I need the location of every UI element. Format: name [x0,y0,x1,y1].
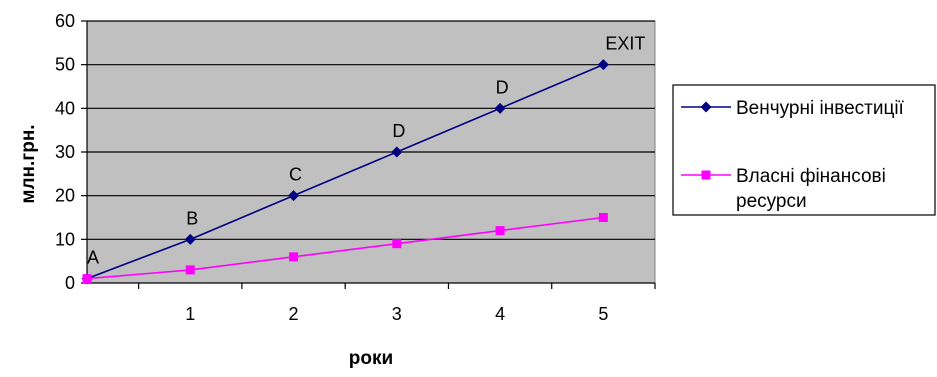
x-tick-label: 4 [495,304,505,324]
point-label: EXIT [605,34,645,54]
point-label: B [186,208,198,228]
x-tick-label: 5 [598,304,608,324]
y-tick-label: 30 [55,142,75,162]
x-tick-label: 2 [289,304,299,324]
legend: Венчурні інвестиції Власні фінансові ресур… [673,85,935,215]
x-axis-title: роки [349,348,393,369]
data-point-series-2 [392,239,401,248]
y-tick-label: 10 [55,229,75,249]
data-point-series-2 [289,252,298,261]
point-label: C [289,165,302,185]
x-tick-label: 1 [185,304,195,324]
x-tick-label: 3 [392,304,402,324]
point-label: A [87,248,99,268]
data-point-series-2 [83,274,92,283]
data-point-series-2 [186,265,195,274]
y-tick-label: 50 [55,55,75,75]
legend-label: Венчурні інвестиції [736,98,905,119]
y-tick-label: 0 [65,273,75,293]
data-point-series-2 [496,226,505,235]
y-tick-label: 40 [55,98,75,118]
y-axis-title: млн.грн. [18,124,39,203]
legend-label: Власні фінансові [736,166,886,187]
data-point-series-2 [599,213,608,222]
point-label: D [392,121,405,141]
legend-label: ресурси [736,191,807,212]
legend-marker [702,171,711,180]
point-label: D [496,77,509,97]
y-tick-label: 60 [55,11,75,31]
y-tick-label: 20 [55,186,75,206]
